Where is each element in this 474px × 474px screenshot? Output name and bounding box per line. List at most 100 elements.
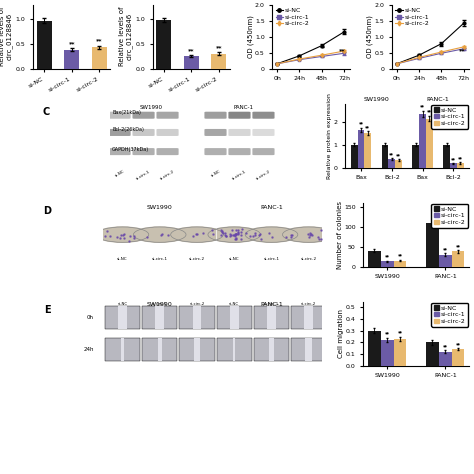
Text: **: ** [458,49,465,54]
Bar [351,145,357,168]
Text: Bax(21kDa): Bax(21kDa) [112,110,141,115]
Legend: si-NC, si-circ-1, si-circ-2: si-NC, si-circ-1, si-circ-2 [431,204,468,228]
Text: Bcl-2(26kDa): Bcl-2(26kDa) [112,128,144,132]
Text: **: ** [427,109,432,114]
Text: si-NC: si-NC [229,257,239,262]
Text: **: ** [398,330,402,335]
Text: SW1990: SW1990 [147,205,173,210]
Text: SW1990: SW1990 [139,105,163,110]
FancyBboxPatch shape [254,306,289,329]
Text: **: ** [420,104,425,109]
Y-axis label: Relative levels of
circ_0128846: Relative levels of circ_0128846 [0,7,13,66]
FancyBboxPatch shape [304,306,313,329]
Bar [357,130,365,168]
Text: **: ** [385,255,390,259]
Y-axis label: OD (450nm): OD (450nm) [247,15,254,58]
Text: **: ** [443,247,448,252]
Circle shape [96,227,149,242]
Bar [388,159,395,168]
Text: D: D [43,206,51,216]
Text: si-NC: si-NC [118,302,128,306]
FancyBboxPatch shape [204,148,227,155]
FancyBboxPatch shape [306,338,312,361]
FancyBboxPatch shape [267,306,276,329]
Text: SW1990: SW1990 [147,302,173,307]
Bar [382,145,388,168]
Text: **: ** [456,342,461,347]
FancyBboxPatch shape [109,129,131,136]
Text: **: ** [365,125,370,130]
FancyBboxPatch shape [105,338,140,361]
Text: si-circ-1: si-circ-1 [136,170,152,181]
Circle shape [208,227,261,242]
FancyBboxPatch shape [228,129,251,136]
FancyBboxPatch shape [217,338,252,361]
Text: **: ** [458,156,463,162]
Bar [452,349,465,365]
FancyBboxPatch shape [252,112,274,118]
Bar [184,56,199,69]
Legend: si-NC, si-circ-1, si-circ-2: si-NC, si-circ-1, si-circ-2 [392,5,432,29]
Circle shape [133,227,186,242]
Text: **: ** [339,49,346,54]
FancyBboxPatch shape [291,306,326,329]
Y-axis label: Relative levels of
circ_0128846: Relative levels of circ_0128846 [119,7,133,66]
Text: SW1990: SW1990 [363,98,389,102]
Text: **: ** [398,254,402,259]
Text: **: ** [96,38,102,44]
FancyBboxPatch shape [252,129,274,136]
FancyBboxPatch shape [105,306,140,329]
Bar [92,47,107,69]
Bar [439,352,452,365]
FancyBboxPatch shape [121,338,124,361]
Text: si-circ-1: si-circ-1 [232,170,247,181]
Bar [156,20,172,69]
Text: PANC-1: PANC-1 [233,105,253,110]
Bar [381,261,393,266]
Text: 0h: 0h [87,315,94,320]
Bar [426,223,439,266]
Circle shape [171,227,223,242]
FancyBboxPatch shape [118,306,127,329]
Bar [426,118,433,168]
Text: **: ** [389,152,394,157]
Bar [443,145,450,168]
FancyBboxPatch shape [230,306,238,329]
Bar [365,133,371,168]
Legend: si-NC, si-circ-1, si-circ-2: si-NC, si-circ-1, si-circ-2 [273,5,312,29]
Bar [395,160,402,168]
FancyBboxPatch shape [192,306,201,329]
FancyBboxPatch shape [180,306,215,329]
Text: si-circ-1: si-circ-1 [264,302,279,306]
Text: si-circ-2: si-circ-2 [301,257,317,262]
Bar [393,261,406,266]
Bar [393,339,406,365]
Bar [457,163,464,168]
Text: si-circ-2: si-circ-2 [255,170,272,181]
Bar [64,50,79,69]
FancyBboxPatch shape [157,338,162,361]
FancyBboxPatch shape [109,112,131,118]
Text: 24h: 24h [83,347,94,352]
Text: si-circ-1: si-circ-1 [152,257,168,262]
FancyBboxPatch shape [233,338,236,361]
Text: si-NC: si-NC [114,170,125,178]
Bar [419,114,426,168]
FancyBboxPatch shape [132,129,155,136]
Text: si-circ-1: si-circ-1 [152,302,167,306]
Bar [368,331,381,365]
Bar [211,54,227,69]
Y-axis label: Cell migration: Cell migration [338,309,344,358]
Text: PANC-1: PANC-1 [260,302,283,307]
Bar [36,21,52,69]
Text: si-NC: si-NC [229,302,239,306]
FancyBboxPatch shape [194,338,201,361]
Text: si-circ-2: si-circ-2 [189,257,205,262]
FancyBboxPatch shape [132,148,155,155]
FancyBboxPatch shape [269,338,273,361]
Y-axis label: Number of colonies: Number of colonies [337,201,343,269]
FancyBboxPatch shape [217,306,252,329]
Text: **: ** [451,157,456,162]
FancyBboxPatch shape [156,148,179,155]
Text: si-circ-2: si-circ-2 [301,302,317,306]
